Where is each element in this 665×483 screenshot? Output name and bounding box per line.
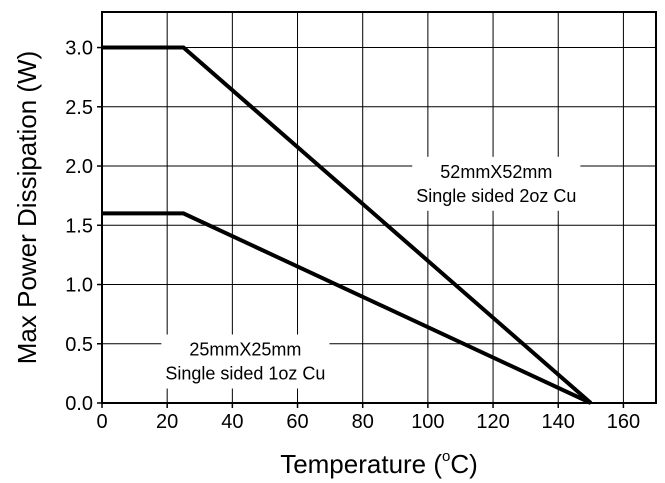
annotation-text-line: 25mmX25mm <box>189 340 301 360</box>
y-axis-title: Max Power Dissipation (W) <box>12 51 42 365</box>
x-ticks: 0 20 40 60 80 100 120 140 160 <box>96 403 640 433</box>
x-tick-label: 160 <box>607 411 640 433</box>
derating-curve <box>102 45 593 405</box>
x-tick-label: 120 <box>476 411 509 433</box>
derating-curve <box>102 211 592 405</box>
annotation-background <box>412 156 581 211</box>
annotation-background <box>161 334 330 389</box>
x-axis-title: Temperature (oC) <box>280 448 478 479</box>
y-tick-label: 0.0 <box>65 393 93 415</box>
y-tick-label: 0.5 <box>65 334 93 356</box>
x-tick-label: 140 <box>542 411 575 433</box>
x-tick-label: 100 <box>411 411 444 433</box>
y-ticks: 0.0 0.5 1.0 1.5 2.0 2.5 3.0 <box>65 38 102 415</box>
x-tick-label: 20 <box>156 411 178 433</box>
annotation-text-line: Single sided 2oz Cu <box>416 186 576 206</box>
y-tick-label: 2.5 <box>65 97 93 119</box>
y-tick-label: 1.5 <box>65 215 93 237</box>
x-tick-label: 60 <box>286 411 308 433</box>
annotation-label: 52mmX52mm Single sided 2oz Cu <box>412 156 581 211</box>
y-tick-label: 2.0 <box>65 156 93 178</box>
annotation-label: 25mmX25mm Single sided 1oz Cu <box>161 334 330 389</box>
annotations: 52mmX52mm Single sided 2oz Cu 25mmX25mm Sin… <box>161 156 581 389</box>
y-tick-label: 1.0 <box>65 275 93 297</box>
annotation-text-line: Single sided 1oz Cu <box>165 364 325 384</box>
x-tick-label: 0 <box>96 411 107 433</box>
y-tick-label: 3.0 <box>65 38 93 60</box>
x-tick-label: 40 <box>221 411 243 433</box>
series-lines <box>102 45 593 405</box>
annotation-text-line: 52mmX52mm <box>440 162 552 182</box>
plot-frame <box>101 11 657 404</box>
x-tick-label: 80 <box>352 411 374 433</box>
